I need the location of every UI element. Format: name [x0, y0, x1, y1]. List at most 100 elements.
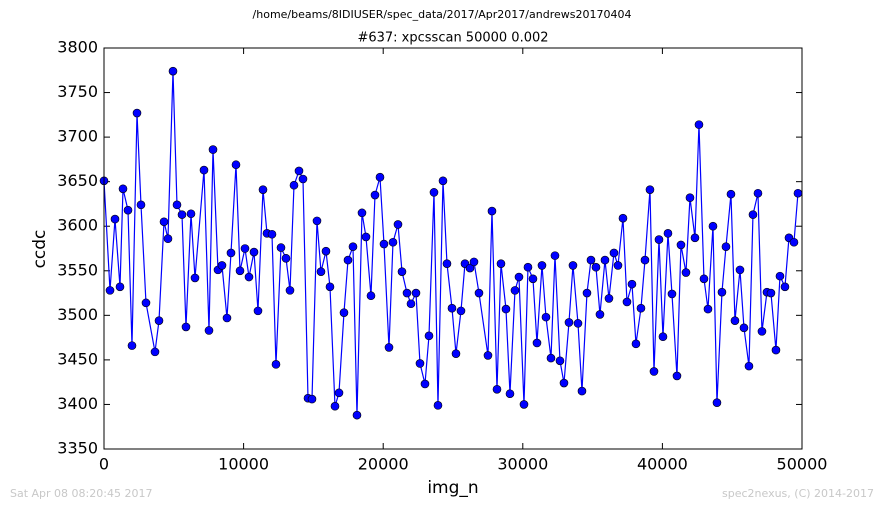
- data-point: [163, 234, 173, 243]
- data-point: [690, 233, 700, 243]
- data-point: [546, 353, 556, 363]
- y-axis-label: ccdc: [30, 230, 50, 269]
- data-point: [532, 338, 542, 348]
- data-point: [699, 274, 709, 284]
- x-tick-label: 30000: [497, 455, 548, 474]
- data-point: [667, 289, 677, 299]
- data-point: [294, 166, 304, 176]
- data-point: [411, 288, 421, 298]
- data-point: [379, 239, 389, 249]
- x-tick-label: 10000: [218, 455, 269, 474]
- series-line: [103, 71, 799, 416]
- data-point: [339, 308, 349, 317]
- data-point: [510, 286, 520, 295]
- data-point: [415, 359, 425, 368]
- data-point: [550, 251, 560, 260]
- data-point: [514, 272, 524, 282]
- x-tick-label: 0: [99, 455, 109, 474]
- data-point: [397, 267, 407, 276]
- data-point: [118, 184, 128, 194]
- data-point: [204, 326, 214, 335]
- data-point: [681, 268, 691, 277]
- data-point: [312, 216, 322, 226]
- data-point: [429, 188, 439, 197]
- data-point: [199, 165, 209, 175]
- data-point: [190, 273, 200, 283]
- data-point: [721, 242, 731, 252]
- data-point: [663, 229, 673, 238]
- data-point: [469, 257, 479, 267]
- data-point: [591, 262, 601, 272]
- data-point: [366, 291, 376, 301]
- data-point: [703, 304, 713, 314]
- data-point: [267, 229, 277, 239]
- y-tick-label: 3400: [57, 394, 98, 413]
- data-point: [361, 232, 371, 242]
- data-point: [159, 217, 169, 227]
- data-point: [568, 261, 578, 270]
- data-point: [735, 265, 745, 275]
- data-point: [105, 286, 115, 295]
- data-point: [285, 286, 295, 295]
- data-point: [348, 242, 358, 252]
- data-point: [726, 189, 736, 199]
- footer-right: spec2nexus, (C) 2014-2017: [722, 487, 874, 500]
- y-tick-label: 3700: [57, 127, 98, 146]
- data-point: [447, 303, 457, 313]
- data-point: [730, 316, 740, 325]
- data-point: [640, 255, 650, 265]
- data-point: [141, 298, 151, 308]
- data-point: [609, 248, 619, 258]
- data-point: [636, 303, 646, 313]
- data-point: [316, 267, 326, 276]
- data-point: [492, 384, 502, 394]
- chart-subtitle: #637: xpcsscan 50000 0.002: [357, 31, 548, 46]
- data-point: [541, 312, 551, 322]
- data-point: [168, 66, 178, 76]
- data-point: [150, 347, 160, 357]
- data-point: [618, 213, 628, 223]
- y-tick-label: 3600: [57, 216, 98, 235]
- data-point: [433, 401, 443, 410]
- data-point: [393, 220, 403, 229]
- data-point: [357, 208, 367, 218]
- data-point: [658, 332, 668, 342]
- data-point: [672, 371, 682, 381]
- data-point: [424, 331, 434, 341]
- data-point: [330, 401, 340, 411]
- data-point: [694, 120, 704, 129]
- y-tick-label: 3350: [57, 439, 98, 458]
- chart-title: /home/beams/8IDIUSER/spec_data/2017/Apr2…: [253, 8, 632, 21]
- data-point: [537, 261, 547, 270]
- data-point: [582, 288, 592, 298]
- y-tick-label: 3450: [57, 349, 98, 368]
- data-point: [627, 279, 637, 289]
- plot-frame: [103, 47, 803, 450]
- data-point: [136, 200, 146, 210]
- data-point: [780, 282, 790, 292]
- data-point: [222, 313, 232, 323]
- data-point: [748, 210, 758, 219]
- data-point: [766, 288, 776, 298]
- data-point: [258, 185, 268, 194]
- data-point: [456, 306, 466, 316]
- data-point: [388, 237, 398, 247]
- data-point: [465, 263, 475, 273]
- data-point: [744, 361, 754, 371]
- data-point: [771, 345, 781, 355]
- y-tick-label: 3550: [57, 260, 98, 279]
- data-point: [600, 255, 610, 265]
- data-point: [496, 259, 506, 268]
- data-point: [523, 262, 533, 272]
- data-point: [676, 240, 686, 250]
- data-point: [132, 108, 142, 118]
- data-point: [483, 351, 493, 360]
- y-tick-label: 3750: [57, 82, 98, 101]
- data-point: [235, 266, 245, 276]
- x-tick-label: 40000: [637, 455, 688, 474]
- data-point: [384, 343, 394, 352]
- data-point: [253, 306, 263, 316]
- data-point: [343, 255, 353, 265]
- y-tick-label: 3650: [57, 171, 98, 190]
